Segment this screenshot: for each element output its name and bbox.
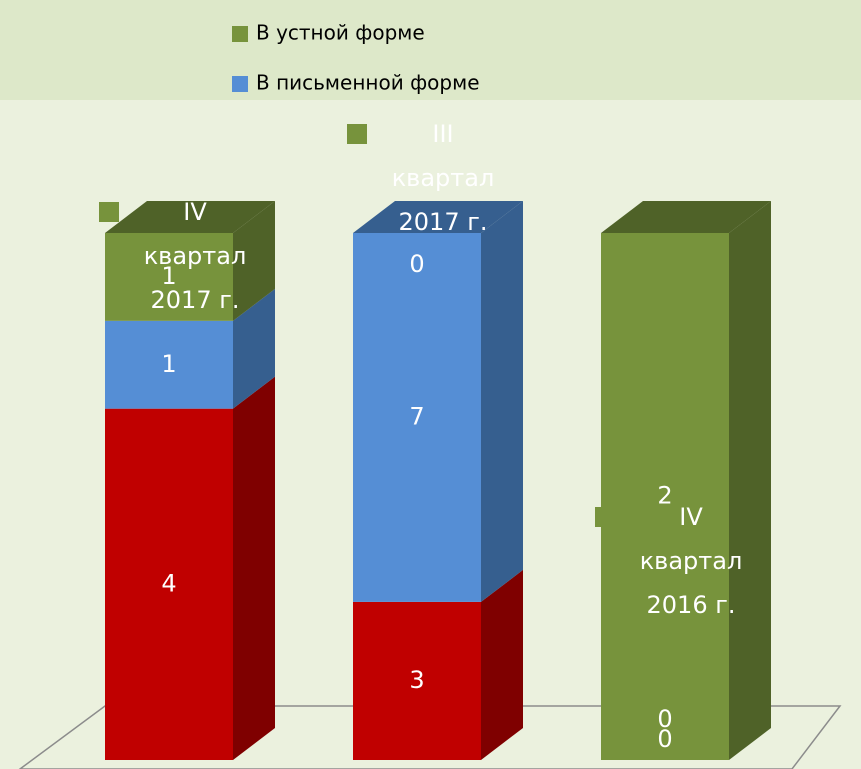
bar-side — [729, 201, 771, 760]
data-label: 1 — [161, 350, 176, 378]
data-label: 7 — [409, 402, 424, 430]
category-swatch — [595, 507, 615, 527]
bar-side — [481, 569, 523, 760]
bar-segment — [353, 233, 481, 602]
data-label: 4 — [161, 569, 176, 597]
data-label: 0 — [657, 725, 672, 753]
bar-segment — [105, 320, 233, 409]
bar-side — [481, 201, 523, 602]
legend-swatch — [232, 26, 248, 42]
legend-swatch — [232, 76, 248, 92]
category-label: IV квартал 2016 г. — [639, 503, 743, 619]
category-label: IV квартал 2017 г. — [143, 198, 247, 314]
bar-segment — [601, 233, 729, 760]
bar-side — [233, 376, 275, 760]
bar-segment — [353, 601, 481, 760]
category-swatch — [347, 124, 367, 144]
bar-top — [601, 201, 771, 233]
legend-label: В устной форме — [256, 21, 425, 45]
bar-top — [105, 201, 275, 233]
legend-band — [0, 0, 861, 100]
bar-segment — [105, 408, 233, 760]
bar-side — [233, 288, 275, 409]
bar-side — [233, 201, 275, 321]
data-label: 1 — [161, 262, 176, 290]
data-label: 0 — [409, 250, 424, 278]
floor — [18, 705, 842, 769]
data-label: 2 — [657, 482, 672, 510]
data-label: 3 — [409, 666, 424, 694]
legend-label: В письменной форме — [256, 71, 480, 95]
category-swatch — [99, 202, 119, 222]
data-label: 0 — [657, 705, 672, 733]
category-label: III квартал 2017 г. — [391, 120, 495, 236]
bar-top — [353, 201, 523, 233]
bar-segment — [105, 233, 233, 321]
